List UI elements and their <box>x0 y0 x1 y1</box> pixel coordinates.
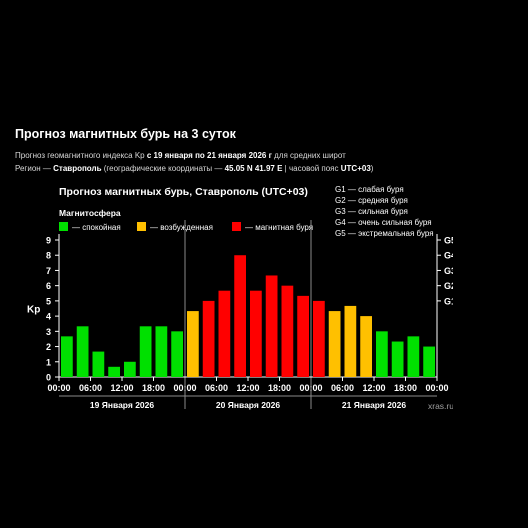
x-tick-label: 06:00 <box>79 383 102 393</box>
day-label: 19 Января 2026 <box>90 400 154 410</box>
storm-level-item: G1 — слабая буря <box>335 185 404 194</box>
line2-suffix: ) <box>370 164 374 173</box>
legend-swatch <box>59 222 68 231</box>
kp-bar <box>344 305 357 377</box>
legend-swatch <box>137 222 146 231</box>
y-tick-label: 3 <box>46 327 51 337</box>
line1-suffix: для средних широт <box>271 151 346 160</box>
y-tick-label: 4 <box>46 312 51 322</box>
g-tick-label: G3 <box>444 266 453 276</box>
g-tick-label: G2 <box>444 281 453 291</box>
kp-bar <box>76 326 89 377</box>
kp-bar <box>202 300 215 377</box>
y-tick-label: 0 <box>46 373 51 383</box>
kp-bar <box>423 346 435 377</box>
page-title: Прогноз магнитных бурь на 3 суток <box>15 127 236 141</box>
legend-title: Магнитосфера <box>59 208 121 218</box>
kp-bar <box>187 311 199 377</box>
g-tick-label: G5 <box>444 236 453 246</box>
kp-bar <box>92 351 105 377</box>
axes: 0 1 2 3 4 5 6 7 8 9 Kp G1 G2 G3 G4 G5 00:00 06:00 12:00 18:… <box>27 220 456 410</box>
kp-bar <box>124 361 136 377</box>
y-axis-label: Kp <box>27 305 40 316</box>
kp-bar <box>376 331 388 377</box>
x-tick-label: 18:00 <box>142 383 165 393</box>
y-tick-label: 6 <box>46 281 51 291</box>
watermark: xras.ru <box>428 401 453 411</box>
kp-bar <box>265 275 278 377</box>
kp-bar <box>297 295 309 377</box>
legend-swatch <box>232 222 241 231</box>
line2-prefix: Регион — <box>15 164 54 173</box>
kp-bar <box>407 336 420 377</box>
legend-label: — магнитная буря <box>245 223 313 232</box>
x-tick-label: 12:00 <box>110 383 133 393</box>
kp-bar <box>61 336 73 377</box>
x-tick-label: 00:00 <box>425 383 448 393</box>
y-tick-label: 9 <box>46 236 51 246</box>
region-name: Ставрополь <box>53 164 102 173</box>
kp-bar <box>360 316 372 377</box>
kp-bar <box>281 285 294 377</box>
chart-panel: Прогноз магнитных бурь, Ставрополь (UTC+… <box>15 180 456 418</box>
g-tick-label: G1 <box>444 296 453 306</box>
line2-mid2: | часовой пояс <box>282 164 341 173</box>
region-description: Регион — Ставрополь (географические коор… <box>15 164 373 173</box>
kp-bar <box>108 366 120 377</box>
y-tick-label: 5 <box>46 296 51 306</box>
x-tick-label: 12:00 <box>362 383 385 393</box>
legend: — спокойная — возбужденная — магнитная бур… <box>59 222 313 232</box>
x-tick-label: 12:00 <box>236 383 259 393</box>
kp-bar <box>328 311 341 377</box>
kp-bar <box>139 326 152 377</box>
kp-bar <box>313 300 325 377</box>
kp-bar <box>218 290 231 377</box>
kp-bar <box>171 331 183 377</box>
storm-level-item: G5 — экстремальная буря <box>335 229 434 238</box>
legend-label: — возбужденная <box>150 223 213 232</box>
storm-level-item: G2 — средняя буря <box>335 196 408 205</box>
bars <box>61 255 435 377</box>
kp-bar <box>155 326 168 377</box>
line2-mid: (географические координаты — <box>101 164 225 173</box>
region-coords: 45.05 N 41.97 E <box>224 164 283 173</box>
storm-level-item: G3 — сильная буря <box>335 207 408 216</box>
g-tick-label: G4 <box>444 251 453 261</box>
chart-title: Прогноз магнитных бурь, Ставрополь (UTC+… <box>59 186 308 198</box>
y-tick-label: 2 <box>46 342 51 352</box>
y-tick-label: 7 <box>46 266 51 276</box>
x-tick-label: 18:00 <box>268 383 291 393</box>
x-tick-label: 00:00 <box>47 383 70 393</box>
storm-level-item: G4 — очень сильная буря <box>335 218 432 227</box>
x-tick-label: 06:00 <box>205 383 228 393</box>
x-tick-label: 06:00 <box>331 383 354 393</box>
y-tick-label: 1 <box>46 357 51 367</box>
kp-bar <box>391 341 404 377</box>
region-timezone: UTC+03 <box>340 164 371 173</box>
x-tick-label: 18:00 <box>394 383 417 393</box>
kp-bar <box>234 255 246 377</box>
legend-label: — спокойная <box>72 223 121 232</box>
storm-level-legend: G1 — слабая буря G2 — средняя буря G3 — си… <box>335 185 434 238</box>
day-label: 21 Января 2026 <box>342 400 406 410</box>
kp-forecast-chart: Прогноз магнитных бурь, Ставрополь (UTC+… <box>27 185 456 411</box>
date-range: с 19 января по 21 января 2026 г <box>144 151 272 160</box>
line1-prefix: Прогноз геомагнитного индекса Kp <box>15 151 145 160</box>
kp-bar <box>250 290 262 377</box>
forecast-description: Прогноз геомагнитного индекса Kp с 19 ян… <box>15 151 346 160</box>
day-label: 20 Января 2026 <box>216 400 280 410</box>
y-tick-label: 8 <box>46 251 51 261</box>
